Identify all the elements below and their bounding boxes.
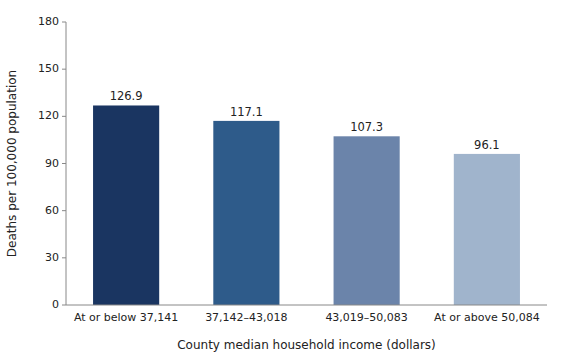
chart-svg: 0 30 60 90 120 150 180 At or below 37,141 37,142…	[0, 0, 561, 363]
y-tick	[62, 163, 66, 164]
data-label: 96.1	[474, 138, 500, 152]
bar	[334, 136, 400, 305]
y-tick	[62, 22, 66, 23]
y-tick	[62, 305, 66, 306]
x-tick-label: 43,019–50,083	[325, 311, 407, 324]
bar	[454, 154, 520, 305]
data-label: 126.9	[110, 89, 143, 103]
x-axis-line	[66, 305, 547, 306]
bar	[93, 105, 159, 305]
x-axis-label: County median household income (dollars)	[177, 338, 436, 352]
data-label: 107.3	[350, 120, 383, 134]
y-tick	[62, 210, 66, 211]
y-tick-label: 90	[45, 157, 59, 170]
y-tick	[62, 116, 66, 117]
x-tick-label: At or below 37,141	[74, 311, 178, 324]
bars	[93, 105, 520, 305]
y-tick-label: 30	[45, 251, 59, 264]
chart-container: 0 30 60 90 120 150 180 At or below 37,141 37,142…	[0, 0, 561, 363]
y-tick-label: 120	[38, 109, 59, 122]
data-label: 117.1	[230, 105, 263, 119]
y-tick-label: 60	[45, 204, 59, 217]
y-tick-label: 180	[38, 15, 59, 28]
y-axis-label: Deaths per 100,000 population	[5, 70, 19, 257]
x-tick-label: 37,142–43,018	[205, 311, 287, 324]
x-tick-label: At or above 50,084	[434, 311, 540, 324]
y-tick	[62, 69, 66, 70]
y-tick	[62, 257, 66, 258]
y-tick-label: 150	[38, 62, 59, 75]
bar	[213, 121, 279, 305]
y-tick-label: 0	[52, 298, 59, 311]
